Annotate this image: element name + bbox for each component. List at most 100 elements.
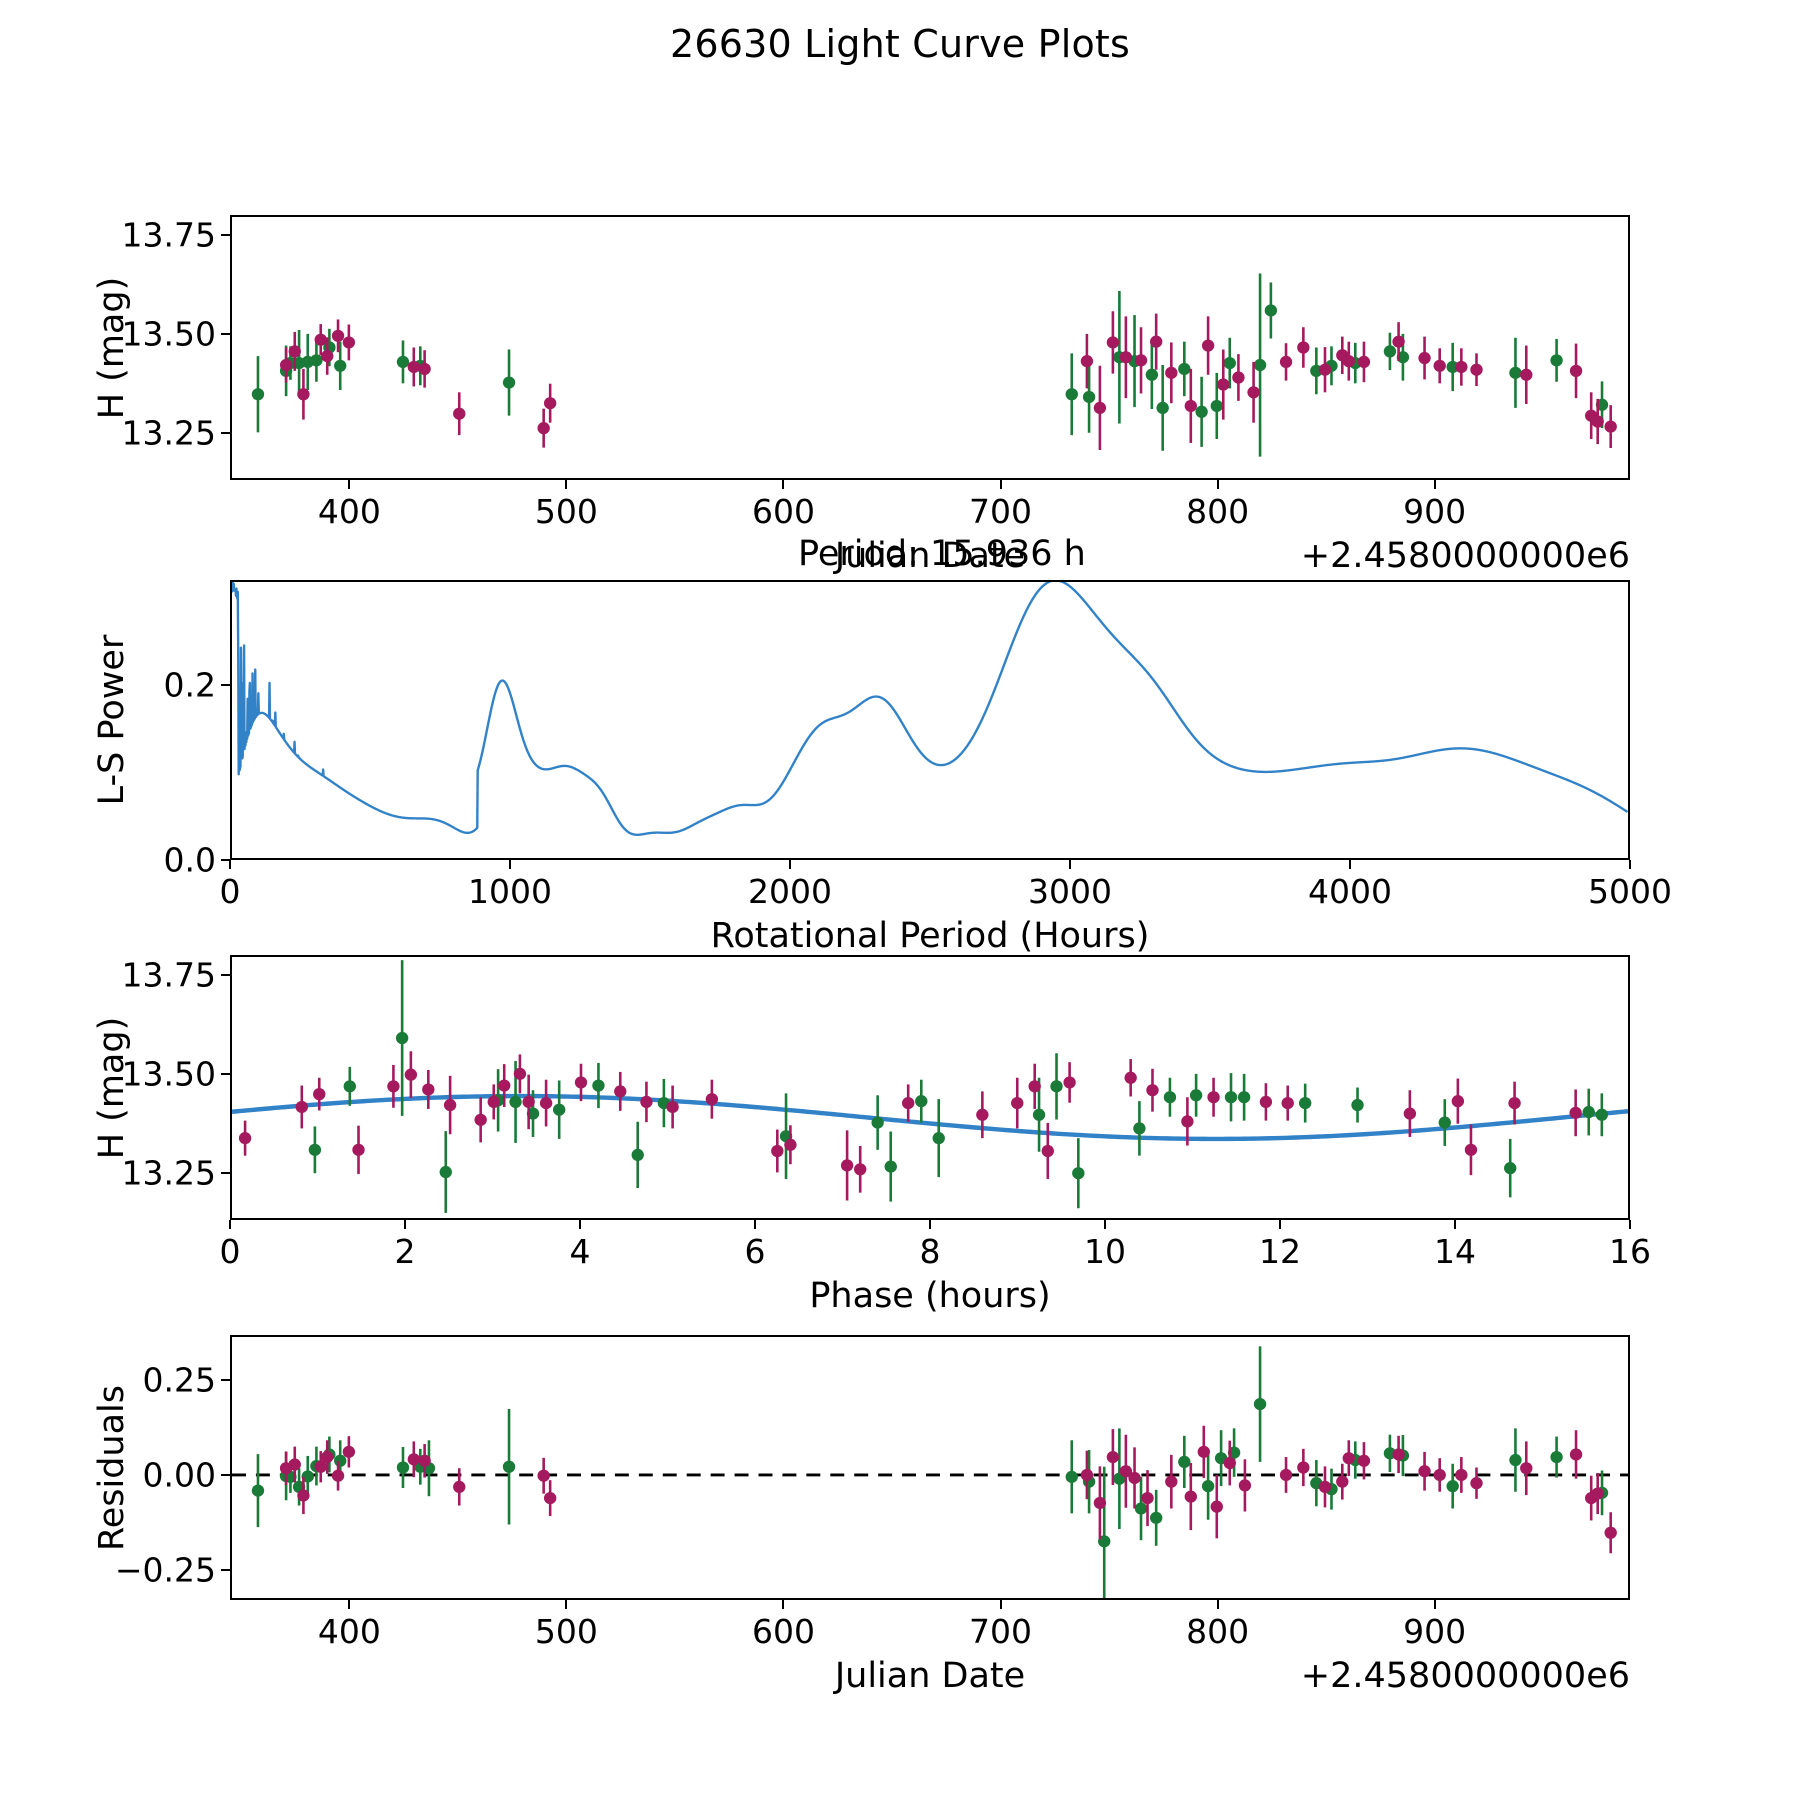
- x-tick-label: 5000: [1588, 872, 1672, 911]
- y-tick-label: 0.25: [142, 1360, 216, 1400]
- x-tick-label: 2000: [748, 872, 832, 911]
- y-tick-label: −0.25: [114, 1550, 216, 1590]
- series-magenta: [279, 1425, 1617, 1554]
- y-tick-label: 13.75: [121, 215, 216, 255]
- x-tick-mark: [1216, 480, 1219, 489]
- x-tick-mark: [1069, 860, 1071, 869]
- y-tick-mark: [221, 1171, 230, 1174]
- light-curve-axes: [230, 215, 1630, 480]
- x-tick-mark: [348, 480, 351, 489]
- residuals-ylabel: Residuals: [92, 1384, 132, 1551]
- x-tick-mark: [1629, 860, 1631, 869]
- x-tick-mark: [565, 1600, 568, 1609]
- page-title: 26630 Light Curve Plots: [669, 22, 1131, 66]
- model-fit-curve: [232, 1093, 1628, 1142]
- x-tick-label: 1000: [468, 872, 552, 911]
- x-tick-label: 2: [394, 1232, 416, 1271]
- x-tick-mark: [348, 1600, 351, 1609]
- x-tick-label: 500: [534, 492, 598, 531]
- light-curve-xlabel: Julian Date: [834, 536, 1026, 576]
- y-tick-mark: [221, 859, 230, 861]
- periodogram-curve: [232, 582, 1628, 836]
- residuals-axes: [230, 1335, 1630, 1600]
- y-tick-label: 0.2: [163, 665, 216, 705]
- x-tick-label: 900: [1403, 1612, 1467, 1651]
- x-tick-label: 400: [317, 492, 381, 531]
- y-tick-mark: [221, 1072, 230, 1075]
- x-tick-mark: [1454, 1220, 1456, 1229]
- y-tick-label: 0.00: [142, 1455, 216, 1495]
- periodogram-axes: [230, 580, 1630, 860]
- x-tick-mark: [782, 480, 785, 489]
- phase-folded-plot-area: [232, 960, 1628, 1213]
- x-tick-mark: [1433, 480, 1436, 489]
- x-tick-label: 700: [969, 492, 1033, 531]
- y-tick-mark: [221, 233, 230, 236]
- y-tick-mark: [221, 332, 230, 335]
- x-tick-label: 3000: [1028, 872, 1112, 911]
- x-tick-mark: [579, 1220, 581, 1229]
- x-tick-label: 800: [1186, 492, 1250, 531]
- y-tick-mark: [221, 431, 230, 434]
- x-tick-mark: [1104, 1220, 1106, 1229]
- x-tick-label: 10: [1084, 1232, 1126, 1271]
- periodogram-ylabel: L-S Power: [92, 634, 132, 806]
- y-tick-mark: [221, 1474, 230, 1477]
- x-tick-mark: [782, 1600, 785, 1609]
- light-curve-x-offset: +2.4580000000e6: [1300, 536, 1630, 576]
- x-tick-label: 4: [569, 1232, 591, 1271]
- x-tick-label: 0: [219, 1232, 241, 1271]
- x-tick-label: 14: [1434, 1232, 1476, 1271]
- x-tick-label: 16: [1609, 1232, 1651, 1271]
- x-tick-label: 12: [1259, 1232, 1301, 1271]
- y-tick-mark: [221, 1568, 230, 1571]
- phase-folded-axes: [230, 955, 1630, 1220]
- period-annotation: Period: 15.936 h: [798, 534, 1086, 574]
- x-tick-mark: [1629, 1220, 1631, 1229]
- x-tick-label: 400: [317, 1612, 381, 1651]
- x-tick-label: 8: [919, 1232, 941, 1271]
- light-curve-plot-area: [251, 273, 1617, 457]
- panel-periodogram: 0.0 0.2 0 1000 2000 3000 4000 5000 L-S Power Ro…: [92, 534, 1672, 956]
- x-tick-mark: [1349, 860, 1351, 869]
- x-tick-label: 700: [969, 1612, 1033, 1651]
- series-green: [251, 273, 1609, 457]
- x-tick-mark: [999, 480, 1002, 489]
- x-tick-mark: [229, 860, 231, 869]
- y-tick-label: 13.25: [121, 413, 216, 453]
- y-tick-mark: [221, 973, 230, 976]
- x-tick-mark: [1433, 1600, 1436, 1609]
- residuals-xlabel: Julian Date: [834, 1656, 1026, 1696]
- x-tick-label: 6: [744, 1232, 766, 1271]
- x-tick-mark: [509, 860, 511, 869]
- x-tick-label: 0: [219, 872, 241, 911]
- y-tick-label: 13.50: [121, 1054, 216, 1094]
- y-tick-label: 13.75: [121, 955, 216, 995]
- y-tick-label: 13.50: [121, 314, 216, 354]
- x-tick-label: 900: [1403, 492, 1467, 531]
- x-tick-mark: [404, 1220, 406, 1229]
- x-tick-mark: [565, 480, 568, 489]
- panel-residuals: 0.25 0.00 −0.25 400 500 600 700 800 900 Residual…: [92, 1335, 1630, 1696]
- y-tick-label: 0.0: [163, 840, 216, 880]
- periodogram-plot-area: [232, 582, 1628, 836]
- x-tick-label: 4000: [1308, 872, 1392, 911]
- panel-light-curve: 13.25 13.50 13.75 400 500 600 700 800 900 H (mag…: [92, 215, 1630, 576]
- phase-ylabel: H (mag): [92, 1016, 132, 1159]
- periodogram-xlabel: Rotational Period (Hours): [710, 916, 1150, 956]
- series-magenta: [279, 311, 1617, 450]
- x-tick-mark: [789, 860, 791, 869]
- y-tick-mark: [221, 684, 230, 686]
- y-tick-mark: [221, 1379, 230, 1382]
- x-tick-mark: [754, 1220, 756, 1229]
- residuals-x-offset: +2.4580000000e6: [1300, 1656, 1630, 1696]
- x-tick-label: 600: [751, 1612, 815, 1651]
- residuals-plot-area: [232, 1346, 1628, 1598]
- x-tick-mark: [1279, 1220, 1281, 1229]
- x-tick-mark: [229, 1220, 231, 1229]
- x-tick-label: 500: [534, 1612, 598, 1651]
- x-tick-mark: [929, 1220, 931, 1229]
- x-tick-mark: [1216, 1600, 1219, 1609]
- y-tick-label: 13.25: [121, 1153, 216, 1193]
